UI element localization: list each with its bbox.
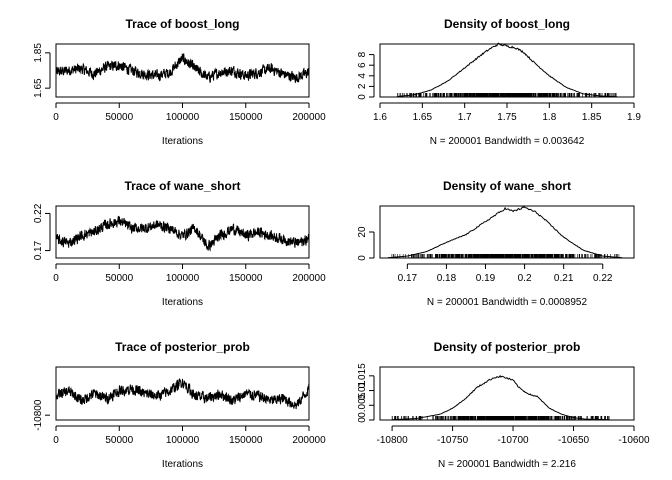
y-tick-label: 0 (357, 94, 368, 100)
x-tick-label: 150000 (229, 112, 263, 123)
x-tick-label: 200000 (292, 435, 326, 446)
y-tick-label: 0.22 (33, 203, 44, 223)
chart-title: Trace of boost_long (125, 17, 239, 31)
rug-marks (391, 254, 620, 258)
x-axis-label: Iterations (162, 459, 203, 470)
y-tick-label: 0.01 (357, 380, 368, 400)
x-axis-label: Iterations (162, 297, 203, 308)
x-tick-label: 0 (53, 112, 59, 123)
y-tick-label: 6 (357, 62, 368, 68)
x-tick-label: 0.19 (476, 273, 496, 284)
x-tick-label: 150000 (229, 273, 263, 284)
density-subtitle: N = 200001 Bandwidth = 0.003642 (430, 136, 585, 147)
x-tick-label: 100000 (166, 112, 200, 123)
x-tick-label: 1.6 (373, 112, 387, 123)
x-tick-label: 1.7 (458, 112, 472, 123)
chart-title: Trace of wane_short (124, 179, 240, 193)
rug-marks (391, 416, 610, 420)
chart-title: Density of boost_long (444, 17, 570, 31)
x-tick-label: 50000 (105, 273, 133, 284)
x-tick-label: 50000 (105, 435, 133, 446)
y-tick-label: 1.65 (33, 78, 44, 98)
plot-frame (55, 205, 310, 259)
x-tick-label: 100000 (166, 435, 200, 446)
plot-frame (379, 205, 635, 259)
density-curve (396, 42, 618, 98)
y-tick-label: 1.85 (33, 43, 44, 63)
density-curve (387, 205, 623, 259)
x-tick-label: 0.2 (518, 273, 532, 284)
x-tick-label: 50000 (105, 112, 133, 123)
x-tick-label: 0.21 (554, 273, 574, 284)
x-axis-label: Iterations (162, 136, 203, 147)
trace-line (55, 53, 310, 84)
density-curve (392, 374, 610, 421)
plot-frame (55, 43, 310, 98)
x-tick-label: 200000 (292, 273, 326, 284)
trace-line (55, 215, 310, 252)
y-tick-label: 0 (357, 255, 368, 261)
x-tick-label: 1.8 (542, 112, 556, 123)
chart-title: Density of posterior_prob (434, 340, 581, 354)
y-tick-label: 2 (357, 83, 368, 89)
x-tick-label: 1.75 (497, 112, 517, 123)
y-tick-label: 20 (357, 226, 368, 238)
x-tick-label: -10600 (618, 435, 650, 446)
density-subtitle: N = 200001 Bandwidth = 0.0008952 (427, 297, 588, 308)
plot-frame (379, 366, 635, 421)
x-tick-label: -10750 (437, 435, 469, 446)
x-tick-label: -10650 (558, 435, 590, 446)
x-tick-label: -10700 (497, 435, 529, 446)
x-tick-label: 1.9 (627, 112, 641, 123)
panel-2: Density of boost_long 1.6 1.65 1.7 1.75 1.8 1.… (357, 17, 641, 147)
trace-line (55, 378, 310, 410)
y-tick-label: 0.17 (33, 240, 44, 260)
panel-6: Density of posterior_prob -10800 -10750 -10… (357, 340, 650, 470)
plot-frame (379, 43, 635, 98)
x-tick-label: 200000 (292, 112, 326, 123)
y-tick-label: 0 (357, 417, 368, 423)
x-tick-label: 1.65 (413, 112, 433, 123)
y-tick-label: 0.005 (357, 392, 368, 417)
x-tick-label: 1.85 (582, 112, 602, 123)
x-tick-label: -10800 (377, 435, 409, 446)
x-tick-label: 0.17 (398, 273, 418, 284)
x-tick-label: 150000 (229, 435, 263, 446)
y-tick-label: 8 (357, 51, 368, 57)
plot-frame (55, 366, 310, 421)
y-tick-label: 0.015 (357, 363, 368, 388)
x-tick-label: 0 (53, 273, 59, 284)
y-tick-label: 4 (357, 73, 368, 79)
panel-5: Trace of posterior_prob 0 50000 100000 15000… (33, 340, 326, 470)
rug-marks (397, 93, 617, 97)
panel-1: Trace of boost_long 0 50000 100000 150000 200… (33, 17, 326, 147)
x-tick-label: 0.22 (593, 273, 613, 284)
panel-3: Trace of wane_short 0 50000 100000 150000 200… (33, 179, 326, 308)
y-tick-label: -10800 (33, 399, 44, 431)
x-tick-label: 0 (53, 435, 59, 446)
panel-4: Density of wane_short 0.17 0.18 0.19 0.2 0.21… (357, 179, 635, 308)
x-tick-label: 100000 (166, 273, 200, 284)
chart-title: Trace of posterior_prob (115, 340, 250, 354)
density-subtitle: N = 200001 Bandwidth = 2.216 (438, 459, 576, 470)
chart-title: Density of wane_short (443, 179, 571, 193)
x-tick-label: 0.18 (437, 273, 457, 284)
